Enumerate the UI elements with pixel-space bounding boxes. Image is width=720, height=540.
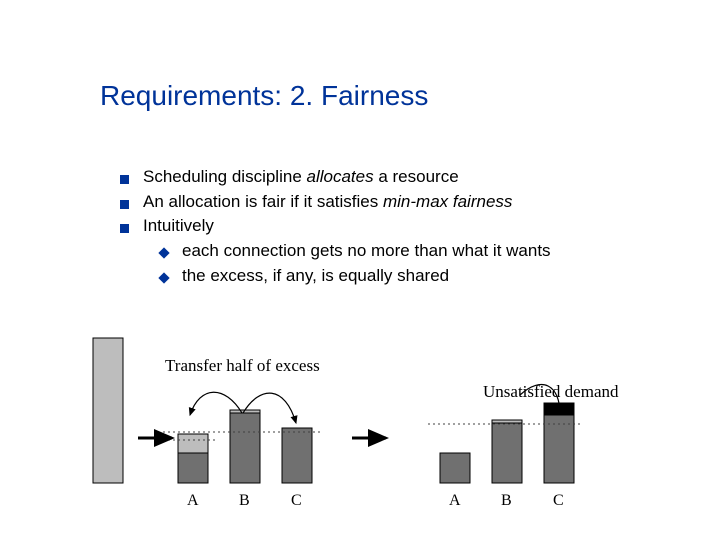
diagram-svg [0, 0, 720, 540]
bar-label: B [501, 492, 512, 510]
bar-label: A [449, 492, 461, 510]
bar-label: B [239, 492, 250, 510]
bar-label: C [553, 492, 564, 510]
bar-label: C [291, 492, 302, 510]
bar-label: A [187, 492, 199, 510]
